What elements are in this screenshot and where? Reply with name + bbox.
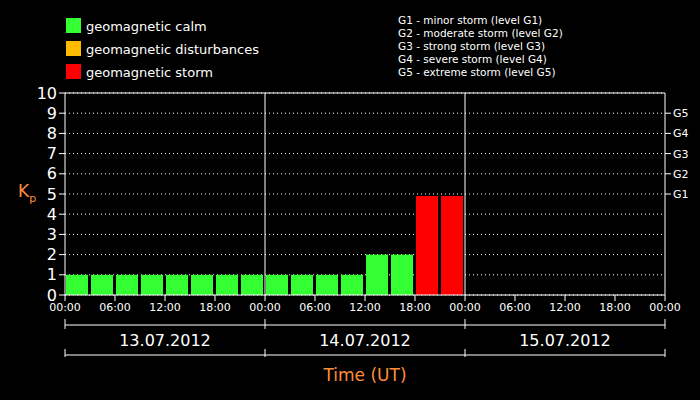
svg-text:geomagnetic calm: geomagnetic calm (86, 19, 207, 34)
svg-text:2: 2 (47, 245, 57, 264)
svg-text:G1 - minor storm (level G1): G1 - minor storm (level G1) (398, 14, 542, 26)
svg-text:G4: G4 (673, 127, 689, 140)
svg-text:0: 0 (47, 286, 57, 305)
svg-text:G3 - strong storm (level G3): G3 - strong storm (level G3) (398, 40, 545, 52)
svg-text:06:00: 06:00 (99, 301, 131, 314)
svg-text:18:00: 18:00 (399, 301, 431, 314)
svg-text:14.07.2012: 14.07.2012 (319, 331, 411, 350)
svg-text:7: 7 (47, 144, 57, 163)
svg-text:5: 5 (47, 185, 57, 204)
svg-text:9: 9 (47, 104, 57, 123)
svg-text:1: 1 (47, 265, 57, 284)
svg-text:00:00: 00:00 (649, 301, 681, 314)
svg-text:15.07.2012: 15.07.2012 (519, 331, 611, 350)
svg-text:00:00: 00:00 (49, 300, 81, 314)
svg-text:G2: G2 (673, 168, 689, 181)
svg-text:geomagnetic disturbances: geomagnetic disturbances (86, 42, 259, 57)
svg-text:8: 8 (47, 124, 57, 143)
svg-text:06:00: 06:00 (299, 301, 331, 314)
svg-text:G1: G1 (673, 188, 689, 201)
svg-text:00:00: 00:00 (249, 301, 281, 314)
svg-text:12:00: 12:00 (149, 301, 181, 314)
svg-text:06:00: 06:00 (499, 301, 531, 314)
svg-text:G3: G3 (673, 148, 689, 161)
svg-text:Time (UT): Time (UT) (322, 365, 406, 385)
svg-text:G5: G5 (673, 107, 689, 120)
svg-text:13.07.2012: 13.07.2012 (119, 331, 211, 350)
svg-text:G2 - moderate storm (level G2): G2 - moderate storm (level G2) (398, 27, 563, 39)
svg-text:12:00: 12:00 (549, 301, 581, 314)
svg-text:3: 3 (47, 225, 57, 244)
svg-text:00:00: 00:00 (449, 301, 481, 314)
svg-text:12:00: 12:00 (349, 301, 381, 314)
svg-text:geomagnetic storm: geomagnetic storm (86, 65, 213, 80)
svg-text:18:00: 18:00 (599, 301, 631, 314)
svg-text:Kp: Kp (18, 181, 36, 205)
svg-text:6: 6 (47, 164, 57, 183)
svg-text:10: 10 (37, 84, 57, 103)
svg-text:4: 4 (47, 205, 57, 224)
svg-text:18:00: 18:00 (199, 301, 231, 314)
svg-text:G4 - severe storm (level G4): G4 - severe storm (level G4) (398, 53, 547, 65)
svg-text:G5 - extreme storm (level G5): G5 - extreme storm (level G5) (398, 66, 556, 78)
